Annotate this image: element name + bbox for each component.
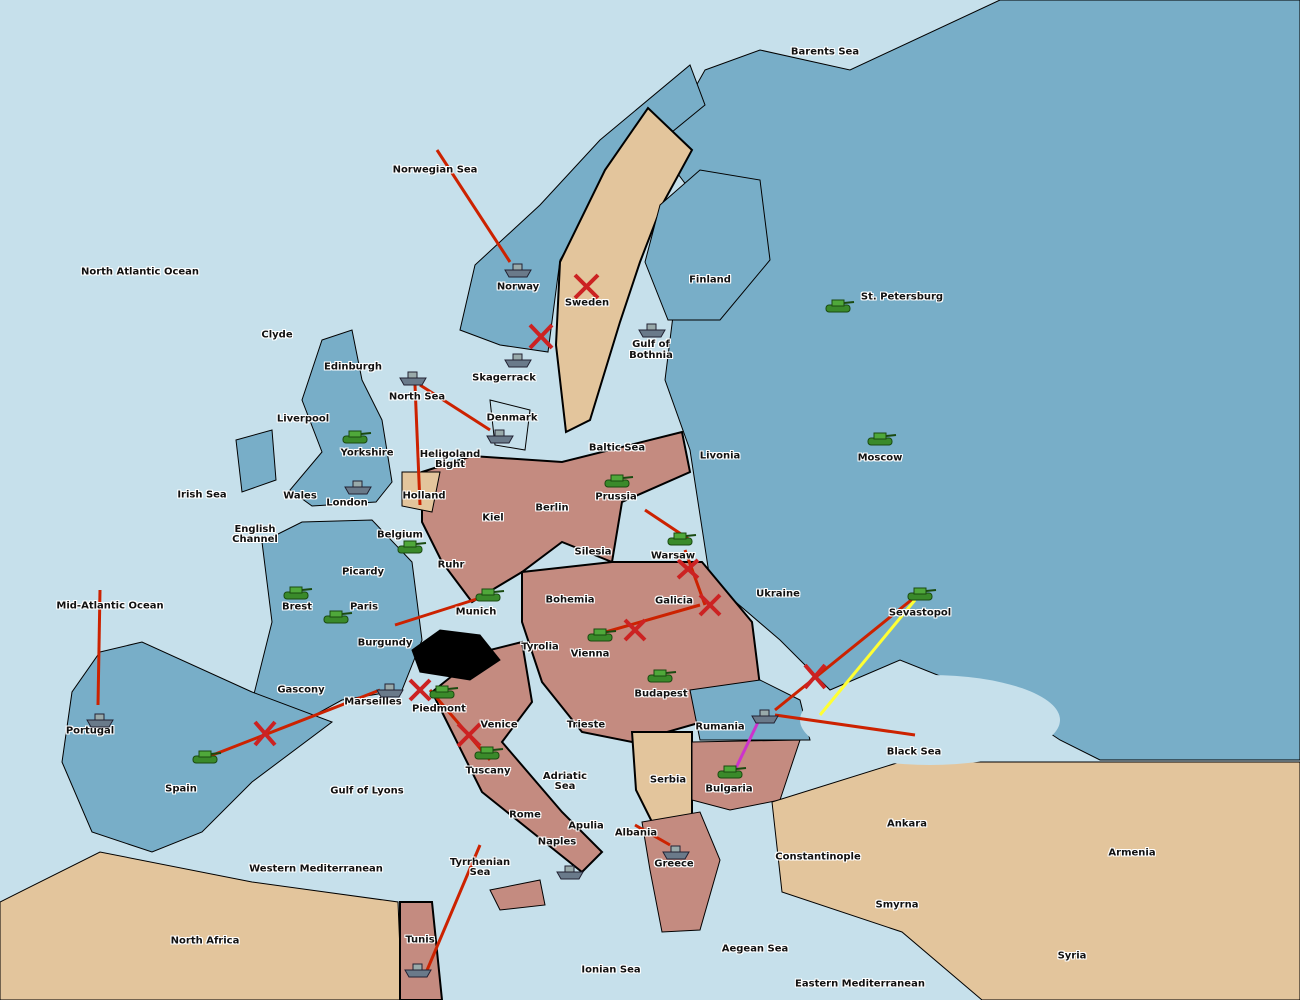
support-arrow — [818, 599, 917, 716]
rumania-region[interactable] — [689, 679, 811, 741]
province-label[interactable]: Eastern Mediterranean — [795, 978, 925, 990]
province-label[interactable]: Tunis — [405, 934, 435, 946]
iberia-region[interactable] — [61, 641, 334, 853]
province-label[interactable]: Munich — [455, 606, 497, 618]
province-label[interactable]: London — [326, 497, 368, 509]
province-label[interactable]: North Atlantic Ocean — [80, 266, 200, 278]
province-label[interactable]: Liverpool — [276, 413, 330, 425]
failed-order-marks — [253, 273, 827, 748]
province-label[interactable]: Holland — [402, 490, 446, 502]
province-label[interactable]: Paris — [349, 601, 379, 613]
province-label[interactable]: Piedmont — [412, 703, 466, 715]
province-label[interactable]: Galicia — [655, 595, 693, 607]
black-sea[interactable] — [800, 675, 1060, 765]
province-label[interactable]: North Sea — [388, 391, 446, 403]
province-label[interactable]: Burgundy — [357, 637, 413, 649]
province-label[interactable]: Yorkshire — [340, 447, 394, 459]
province-label[interactable]: Ionian Sea — [581, 964, 641, 976]
province-label[interactable]: Ruhr — [437, 559, 465, 571]
province-label[interactable]: Syria — [1057, 950, 1087, 962]
province-label[interactable]: Portugal — [65, 725, 115, 737]
province-label[interactable]: Sweden — [564, 297, 610, 309]
province-label[interactable]: St. Petersburg — [860, 291, 944, 303]
province-label[interactable]: Berlin — [535, 502, 569, 514]
province-label[interactable]: Adriatic Sea — [542, 771, 588, 792]
province-label[interactable]: Wales — [283, 490, 317, 502]
province-label[interactable]: English Channel — [232, 524, 278, 545]
province-label[interactable]: Black Sea — [886, 746, 942, 758]
sicily-region[interactable] — [489, 879, 546, 911]
province-label[interactable]: Gulf of Bothnia — [629, 339, 673, 361]
province-label[interactable]: Naples — [537, 836, 577, 848]
province-label[interactable]: Budapest — [634, 688, 688, 700]
province-label[interactable]: Spain — [165, 783, 197, 795]
province-label[interactable]: Edinburgh — [323, 361, 383, 373]
province-label[interactable]: Venice — [480, 719, 518, 731]
province-label[interactable]: Tyrolia — [521, 641, 559, 653]
north-africa-region[interactable] — [0, 851, 403, 1000]
greece-region[interactable] — [641, 811, 721, 933]
province-label[interactable]: Heligoland Bight — [419, 449, 481, 470]
province-label[interactable]: Clyde — [261, 329, 293, 341]
province-label[interactable]: Prussia — [595, 491, 637, 503]
province-label[interactable]: Barents Sea — [790, 46, 860, 58]
province-label[interactable]: Albania — [614, 827, 658, 839]
bulgaria-region[interactable] — [691, 739, 801, 811]
britain-region[interactable] — [289, 329, 393, 507]
province-label[interactable]: Western Mediterranean — [249, 863, 383, 875]
province-label[interactable]: Smyrna — [875, 899, 919, 911]
italy-region[interactable] — [430, 640, 604, 874]
province-label[interactable]: Kiel — [482, 512, 504, 524]
province-label[interactable]: Mid-Atlantic Ocean — [56, 600, 164, 612]
province-label[interactable]: Finland — [689, 274, 731, 286]
province-label[interactable]: Tyrrhenian Sea — [449, 857, 511, 878]
province-label[interactable]: Constantinople — [775, 851, 861, 863]
province-label[interactable]: Tuscany — [465, 765, 511, 777]
province-label[interactable]: Warsaw — [650, 550, 696, 562]
province-label[interactable]: Trieste — [566, 719, 606, 731]
province-label[interactable]: North Africa — [170, 935, 240, 947]
province-label[interactable]: Gulf of Lyons — [330, 785, 404, 797]
province-label[interactable]: Denmark — [486, 412, 538, 424]
province-label[interactable]: Brest — [281, 601, 313, 613]
province-label[interactable]: Belgium — [377, 529, 423, 541]
province-label[interactable]: Armenia — [1108, 847, 1156, 859]
province-label[interactable]: Irish Sea — [177, 489, 227, 501]
province-label[interactable]: Rumania — [695, 721, 745, 733]
province-label[interactable]: Gascony — [277, 684, 325, 696]
province-label[interactable]: Ukraine — [756, 588, 800, 600]
province-label[interactable]: Greece — [654, 858, 694, 870]
province-label[interactable]: Silesia — [574, 546, 612, 558]
province-label[interactable]: Bohemia — [545, 594, 595, 606]
province-label[interactable]: Norway — [496, 281, 540, 293]
province-label[interactable]: Picardy — [341, 566, 385, 578]
convoy-arrow — [733, 717, 762, 771]
province-label[interactable]: Aegean Sea — [721, 943, 789, 955]
finland-region[interactable] — [644, 169, 771, 321]
province-label[interactable]: Moscow — [857, 452, 903, 464]
province-label[interactable]: Sevastopol — [888, 607, 952, 619]
ireland-region[interactable] — [235, 429, 277, 493]
province-label[interactable]: Skagerrack — [472, 372, 536, 384]
switzerland-impassable — [411, 629, 501, 681]
province-label[interactable]: Marseilles — [344, 696, 402, 708]
province-label[interactable]: Rome — [509, 809, 541, 821]
province-label[interactable]: Apulia — [568, 820, 604, 832]
holland-region[interactable] — [401, 471, 441, 513]
province-label[interactable]: Baltic Sea — [588, 442, 646, 454]
province-label[interactable]: Livonia — [699, 450, 741, 462]
order-arrows — [96, 149, 916, 976]
province-label[interactable]: Bulgaria — [705, 783, 753, 795]
province-label[interactable]: Norwegian Sea — [392, 164, 478, 176]
province-label[interactable]: Serbia — [649, 774, 687, 786]
province-label[interactable]: Vienna — [570, 648, 610, 660]
province-label[interactable]: Ankara — [887, 818, 927, 830]
